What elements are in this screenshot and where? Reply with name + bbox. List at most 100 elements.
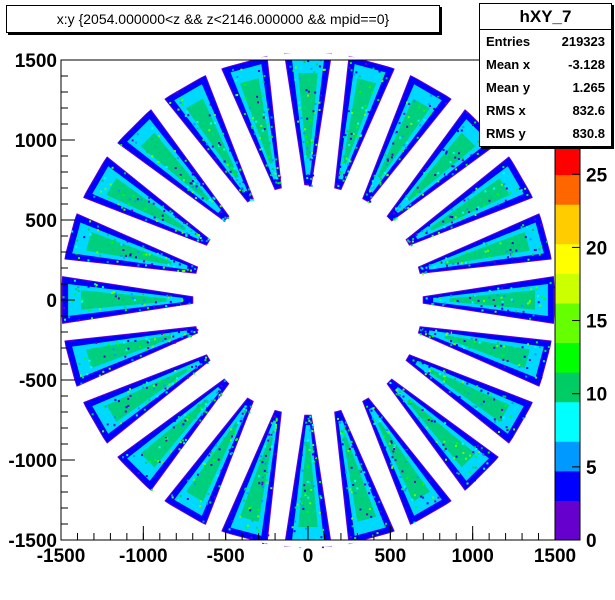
x-tick-label: -1000	[119, 546, 168, 567]
sector-wedge	[82, 354, 211, 444]
sector-wedge	[386, 108, 500, 222]
sector-wedge	[417, 326, 553, 387]
sector-wedge	[422, 275, 555, 325]
stats-value: 832.6	[572, 103, 605, 118]
plot-title: x:y {2054.000000<z && z<2146.000000 && m…	[6, 5, 440, 33]
palette-band	[555, 372, 580, 383]
sector-wedge	[283, 53, 333, 187]
palette-band	[555, 520, 580, 531]
stats-label: RMS y	[486, 126, 526, 141]
x-tick-label: 1500	[534, 546, 576, 567]
palette-band	[555, 530, 580, 541]
sector-wedge	[164, 397, 254, 526]
sector-wedge	[116, 378, 230, 492]
palette-band	[555, 312, 580, 324]
palette-band	[555, 164, 580, 176]
palette-band	[555, 411, 580, 422]
x-tick-label: -500	[207, 546, 245, 567]
palette-band	[555, 322, 580, 334]
stats-row-entries: Entries 219323	[480, 30, 611, 53]
palette-band	[555, 421, 580, 432]
palette-band	[555, 243, 580, 255]
stats-value: 1.265	[572, 80, 605, 95]
palette-band	[555, 342, 580, 353]
stats-name: hXY_7	[480, 4, 611, 30]
y-tick-label: 500	[25, 211, 57, 232]
stats-label: Entries	[486, 34, 531, 49]
palette-band	[555, 224, 580, 235]
palette-band	[555, 233, 580, 245]
sector-wedge	[405, 156, 534, 247]
palette-band	[555, 490, 580, 501]
palette-band	[555, 470, 580, 482]
sector-wedge	[334, 55, 395, 191]
palette-band	[555, 283, 580, 294]
palette-band	[555, 362, 580, 373]
palette-band	[555, 431, 580, 442]
x-tick-label: 0	[303, 546, 314, 567]
sector-wedge	[283, 414, 333, 549]
z-tick-label: 5	[586, 458, 597, 479]
stats-label: Mean y	[486, 80, 531, 95]
palette-band	[555, 441, 580, 452]
palette-band	[555, 510, 580, 521]
palette-band	[555, 401, 580, 413]
stats-label: Mean x	[486, 57, 531, 72]
palette-band	[555, 303, 580, 314]
stats-box: hXY_7 Entries 219323 Mean x -3.128 Mean …	[479, 3, 612, 147]
palette-band	[555, 352, 580, 363]
x-tick-label: 1000	[452, 546, 494, 567]
palette-band	[555, 204, 580, 215]
z-tick-label: 0	[586, 531, 597, 552]
z-tick-label: 20	[586, 238, 607, 259]
sector-wedge	[417, 213, 553, 275]
sector-wedge	[362, 74, 452, 204]
palette-band	[555, 451, 580, 462]
sector-wedge	[63, 326, 199, 387]
palette-band	[555, 391, 580, 403]
stats-row-mean-x: Mean x -3.128	[480, 53, 611, 76]
z-tick-label: 25	[586, 165, 608, 186]
palette-band	[555, 332, 580, 343]
y-tick-label: 0	[46, 291, 57, 312]
y-tick-label: -1000	[8, 451, 57, 472]
palette-band	[555, 174, 580, 185]
sector-wedge	[221, 55, 282, 191]
stats-value: -3.128	[568, 57, 605, 72]
palette-band	[555, 145, 580, 156]
z-tick-label: 10	[586, 385, 607, 406]
palette-band	[555, 500, 580, 511]
sector-wedge	[362, 397, 452, 526]
sector-wedge	[61, 275, 194, 325]
palette-band	[555, 263, 580, 274]
x-tick-label: 500	[374, 546, 406, 567]
sector-wedge	[386, 378, 500, 492]
sector-wedge	[405, 354, 534, 444]
palette-band	[555, 214, 580, 225]
palette-band	[555, 382, 580, 393]
y-tick-label: 1000	[15, 131, 57, 152]
palette-band	[555, 480, 580, 492]
stats-row-mean-y: Mean y 1.265	[480, 76, 611, 99]
stats-value: 219323	[561, 34, 605, 49]
stats-value: 830.8	[572, 126, 605, 141]
palette-band	[555, 194, 580, 205]
palette-band	[555, 293, 580, 304]
y-tick-label: -500	[19, 371, 57, 392]
x-tick-label: -1500	[37, 546, 86, 567]
sector-wedge	[82, 156, 211, 246]
z-tick-label: 15	[586, 312, 608, 333]
stats-label: RMS x	[486, 103, 526, 118]
stats-row-rms-x: RMS x 832.6	[480, 99, 611, 122]
y-tick-label: -1500	[8, 531, 57, 552]
sector-wedge	[221, 409, 282, 545]
sector-wedge	[164, 74, 255, 203]
sector-wedge	[116, 108, 230, 222]
palette-band	[555, 184, 580, 195]
y-tick-label: 1500	[15, 51, 57, 72]
palette-band	[555, 253, 580, 264]
stats-row-rms-y: RMS y 830.8	[480, 122, 611, 145]
palette-band	[555, 154, 580, 166]
